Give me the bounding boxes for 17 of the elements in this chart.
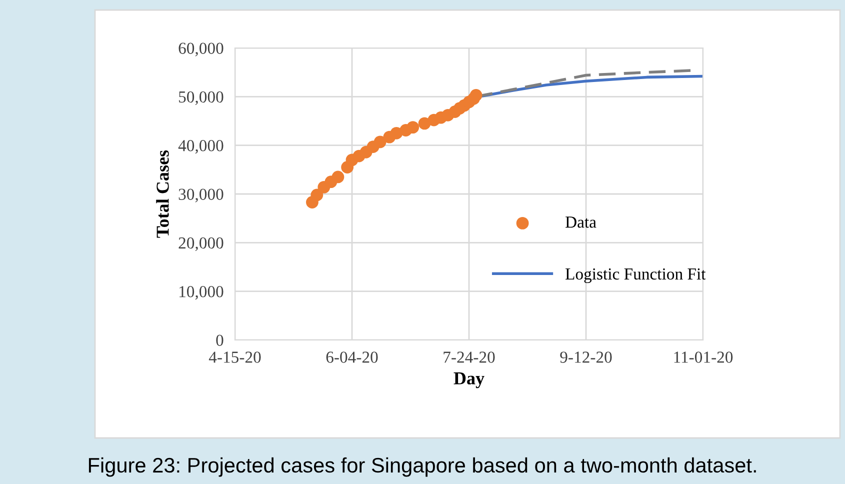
y-axis-title: Total Cases [156,150,169,238]
x-tick-label: 4-15-20 [208,352,261,363]
y-tick-label: 0 [216,334,224,346]
y-tick-label: 50,000 [179,91,224,106]
x-tick-label: 7-24-20 [444,352,495,363]
x-tick-label: 6-04-20 [326,352,378,363]
caption: Figure 23: Projected cases for Singapore based on a two-month dataset. [88,457,756,477]
legend-label: Logistic Function Fit [566,268,706,284]
x-tick-label: 11-01-20 [674,352,733,363]
y-tick-label: 20,000 [178,237,224,252]
legend-label: Data [566,216,596,228]
x-tick-label: 9-12-20 [560,352,612,363]
y-tick-label: 60,000 [178,42,224,56]
y-tick-label: 40,000 [178,140,224,154]
y-tick-label: 30,000 [178,188,224,202]
y-tick-label: 10,000 [180,286,224,300]
x-axis-title: Day [454,372,484,388]
